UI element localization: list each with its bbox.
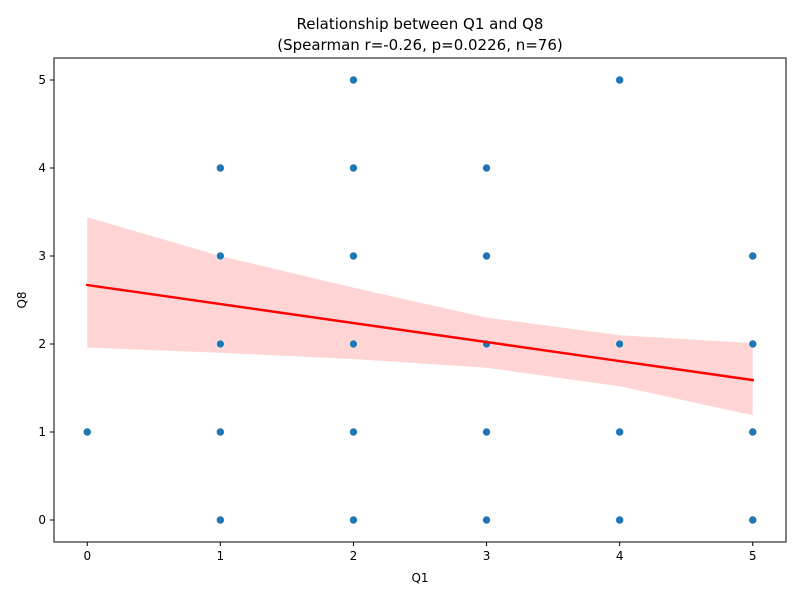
scatter-point — [615, 515, 624, 525]
x-tick-label: 1 — [217, 549, 225, 563]
x-tick-label: 0 — [83, 549, 91, 563]
scatter-point — [349, 251, 358, 261]
scatter-point — [615, 75, 624, 85]
y-tick-label: 3 — [38, 249, 46, 263]
regression-line — [85, 283, 755, 382]
scatter-point — [482, 427, 491, 437]
scatter-point — [615, 339, 624, 349]
scatter-point — [748, 515, 758, 525]
x-tick-label: 3 — [483, 549, 491, 563]
scatter-point — [748, 339, 758, 349]
chart-title: Relationship between Q1 and Q8 — [297, 15, 544, 33]
scatter-point — [216, 163, 225, 173]
scatter-point — [482, 515, 491, 525]
scatter-point — [216, 427, 225, 437]
scatter-point — [349, 427, 358, 437]
x-axis-label: Q1 — [411, 571, 428, 585]
y-tick-label: 5 — [38, 73, 46, 87]
scatter-point — [82, 427, 92, 437]
plot-area — [82, 75, 758, 525]
scatter-point — [482, 163, 491, 173]
scatter-point — [349, 75, 358, 85]
x-tick-label: 5 — [749, 549, 757, 563]
scatter-point — [216, 251, 225, 261]
y-tick-label: 2 — [38, 337, 46, 351]
x-tick-label: 4 — [616, 549, 624, 563]
scatter-point — [748, 251, 758, 261]
plot-frame — [53, 57, 787, 543]
scatter-point — [748, 427, 758, 437]
chart-subtitle: (Spearman r=-0.26, p=0.0226, n=76) — [277, 36, 563, 54]
y-axis: 0 1 2 3 4 5 — [38, 73, 54, 527]
y-tick-label: 4 — [38, 161, 46, 175]
scatter-point — [216, 339, 225, 349]
y-axis-label: Q8 — [15, 291, 29, 308]
confidence-band — [87, 217, 753, 416]
x-axis: 0 1 2 3 4 5 — [83, 542, 757, 563]
scatter-point — [349, 163, 358, 173]
x-tick-label: 2 — [350, 549, 358, 563]
scatter-point — [349, 339, 358, 349]
scatter-point — [615, 427, 624, 437]
scatter-point — [482, 251, 491, 261]
y-tick-label: 0 — [38, 513, 46, 527]
y-tick-label: 1 — [38, 425, 46, 439]
scatter-point — [349, 515, 358, 525]
scatter-point — [216, 515, 225, 525]
